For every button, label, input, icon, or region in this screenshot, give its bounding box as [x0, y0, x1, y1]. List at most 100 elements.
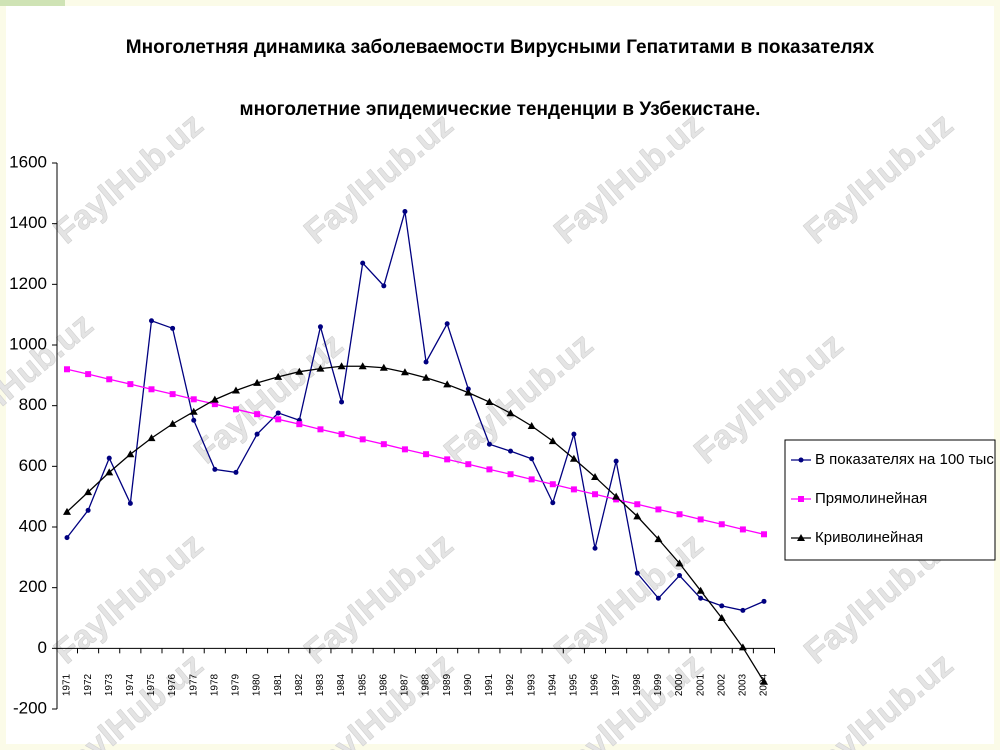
legend-label: Криволинейная [815, 529, 923, 546]
x-tick-label: 1995 [569, 673, 580, 696]
marker [338, 431, 345, 438]
marker [211, 401, 218, 408]
marker [170, 325, 176, 331]
chart-title: Многолетняя динамика заболеваемости Виру… [126, 37, 875, 58]
marker [189, 407, 198, 415]
marker [360, 260, 366, 266]
marker [148, 318, 154, 324]
marker [761, 598, 767, 604]
marker [592, 491, 599, 498]
x-tick-label: 1983 [315, 673, 326, 696]
marker [127, 500, 133, 506]
marker [696, 586, 705, 594]
x-tick-label: 1987 [400, 673, 411, 696]
x-tick-label: 1975 [146, 673, 157, 696]
marker [527, 421, 536, 429]
marker [231, 386, 240, 394]
marker [739, 526, 746, 533]
marker [528, 476, 535, 483]
marker [676, 511, 683, 518]
marker [697, 516, 704, 523]
marker [612, 492, 621, 500]
x-tick-label: 2002 [716, 673, 727, 696]
marker [485, 398, 494, 406]
x-tick-label: 1988 [421, 673, 432, 696]
legend-box [784, 439, 996, 561]
marker [718, 521, 725, 528]
marker [233, 469, 239, 475]
marker [190, 396, 197, 403]
marker [274, 372, 283, 380]
marker [275, 416, 282, 423]
marker [506, 409, 515, 417]
marker [675, 559, 684, 567]
x-tick-label: 1977 [188, 673, 199, 696]
marker [381, 283, 387, 289]
marker [169, 391, 176, 398]
marker [422, 373, 431, 381]
marker [106, 455, 112, 461]
marker [84, 488, 93, 496]
x-tick-label: 2001 [695, 673, 706, 696]
x-tick-label: 1992 [505, 673, 516, 696]
x-tick-label: 1974 [125, 673, 136, 696]
x-tick-label: 1985 [357, 673, 368, 696]
x-tick-label: 1973 [104, 673, 115, 696]
y-tick-label: 1200 [9, 274, 47, 293]
y-tick-label: 600 [19, 456, 47, 475]
marker [64, 535, 70, 541]
y-tick-label: 1000 [9, 334, 47, 353]
x-tick-label: 2004 [759, 673, 770, 696]
marker [400, 368, 409, 376]
marker [147, 434, 156, 442]
marker [85, 371, 92, 378]
marker [148, 386, 155, 393]
y-tick-label: 200 [19, 577, 47, 596]
marker [402, 209, 408, 215]
marker [798, 496, 804, 502]
marker [486, 466, 493, 473]
marker [760, 677, 768, 685]
marker [571, 431, 577, 437]
marker [295, 367, 304, 375]
marker [105, 468, 114, 476]
x-tick-label: 1994 [547, 673, 558, 696]
marker [634, 501, 641, 508]
marker [761, 531, 767, 538]
x-tick-label: 1971 [62, 673, 73, 696]
x-tick-label: 1998 [632, 673, 643, 696]
marker [359, 436, 366, 443]
marker [316, 364, 325, 372]
y-tick-label: 800 [19, 395, 47, 414]
chart-subtitle: многолетние эпидемические тенденции в Уз… [240, 99, 761, 120]
marker [127, 381, 134, 388]
x-tick-label: 1979 [231, 673, 242, 696]
marker [698, 595, 704, 601]
y-tick-label: 1400 [9, 213, 47, 232]
marker [212, 466, 218, 472]
marker [444, 456, 451, 463]
marker [592, 545, 598, 551]
marker [550, 500, 556, 506]
marker [548, 437, 557, 445]
marker [507, 471, 514, 478]
marker [191, 417, 197, 423]
marker [655, 595, 661, 601]
marker [613, 458, 619, 464]
marker [444, 321, 450, 327]
legend-label: В показателях на 100 тыс [815, 451, 994, 468]
marker [798, 457, 804, 463]
slide [6, 6, 994, 744]
marker [633, 512, 642, 520]
marker [337, 362, 346, 370]
marker [569, 454, 578, 462]
marker [570, 486, 577, 493]
x-tick-label: 1972 [83, 673, 94, 696]
marker [339, 399, 345, 405]
x-tick-label: 1978 [209, 673, 220, 696]
x-tick-label: 1999 [653, 673, 664, 696]
marker [275, 410, 281, 416]
marker [465, 461, 472, 468]
